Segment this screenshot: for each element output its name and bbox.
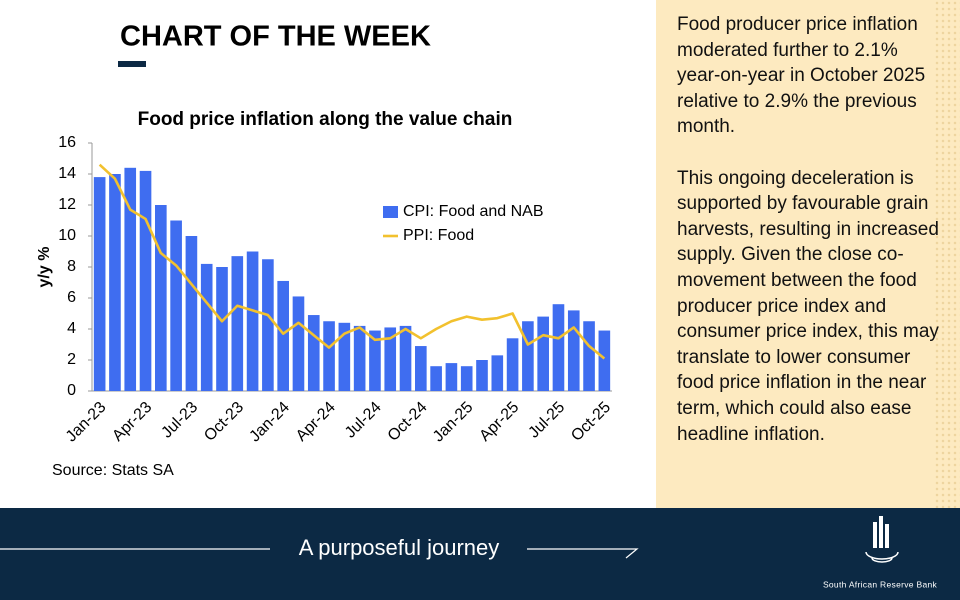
bar — [537, 316, 549, 391]
bar — [522, 321, 534, 391]
title-underline — [118, 61, 146, 67]
x-tick-label: Jul-23 — [158, 399, 201, 442]
y-tick-label: 14 — [58, 165, 76, 182]
commentary-panel: Food producer price inflation moderated … — [656, 0, 960, 508]
footer: A purposeful journey South African Reser… — [0, 508, 960, 600]
y-tick-label: 10 — [58, 227, 76, 244]
y-axis-label: y/y % — [36, 247, 53, 288]
x-tick-label: Jan-24 — [246, 399, 293, 446]
x-tick-label: Apr-24 — [293, 399, 339, 445]
bar — [369, 330, 381, 391]
bar — [552, 304, 565, 391]
bar — [583, 321, 595, 391]
x-tick-label: Apr-23 — [109, 399, 155, 445]
y-tick-label: 8 — [67, 258, 76, 275]
x-tick-label: Oct-25 — [568, 399, 614, 445]
bar — [139, 170, 152, 391]
x-tick-label: Jul-25 — [525, 399, 568, 442]
tagline: A purposeful journey — [299, 535, 500, 560]
paragraph: This ongoing deceleration is supported b… — [677, 167, 939, 445]
bar — [262, 259, 274, 391]
bar — [216, 267, 228, 391]
bar — [415, 346, 427, 391]
y-tick-label: 12 — [58, 196, 76, 213]
bar — [292, 296, 305, 391]
chart-title: Food price inflation along the value cha… — [138, 109, 513, 130]
logo-text: South African Reserve Bank — [823, 579, 938, 589]
footer-graphic: A purposeful journey South African Reser… — [0, 516, 938, 589]
bar — [307, 315, 320, 391]
y-tick-label: 0 — [67, 382, 76, 399]
legend-label: CPI: Food and NAB — [403, 203, 544, 220]
bar — [185, 236, 198, 391]
bar — [353, 325, 366, 391]
logo — [865, 516, 899, 563]
bar — [598, 330, 611, 391]
bar — [445, 363, 458, 391]
x-tick-label: Apr-25 — [476, 399, 522, 445]
commentary: Food producer price inflation moderated … — [677, 12, 939, 473]
y-tick-label: 2 — [67, 351, 76, 368]
bar — [430, 366, 442, 391]
bar — [277, 280, 289, 391]
bar — [124, 167, 137, 391]
bar — [399, 325, 412, 391]
x-tick-label: Jan-25 — [430, 399, 477, 446]
source: Source: Stats SA — [52, 462, 174, 479]
bar — [323, 321, 335, 391]
y-tick-label: 4 — [67, 320, 76, 337]
tagline-rule — [527, 548, 639, 559]
paragraph: Food producer price inflation moderated … — [677, 14, 926, 138]
bar — [567, 310, 580, 391]
slide-title: CHART OF THE WEEK — [120, 21, 431, 53]
legend-swatch — [383, 206, 398, 218]
bar — [491, 355, 504, 391]
chart: CHART OF THE WEEK Food price inflation a… — [36, 21, 614, 480]
bar — [384, 327, 397, 391]
x-tick-label: Oct-24 — [385, 399, 431, 445]
bar — [231, 256, 244, 391]
x-tick-label: Jul-24 — [342, 399, 385, 442]
bar — [93, 177, 106, 391]
bar — [155, 205, 167, 391]
y-tick-label: 16 — [58, 134, 76, 151]
legend-label: PPI: Food — [403, 227, 474, 244]
bar — [460, 366, 473, 391]
x-tick-label: Oct-23 — [201, 399, 247, 445]
y-tick-label: 6 — [67, 289, 76, 306]
bar — [338, 322, 351, 391]
line — [98, 163, 606, 360]
bar — [170, 220, 182, 391]
bar — [506, 338, 519, 391]
bar — [476, 360, 488, 391]
bar — [109, 174, 121, 391]
bar — [246, 251, 259, 391]
bar — [200, 263, 213, 391]
x-tick-label: Jan-23 — [63, 399, 110, 446]
decoration — [934, 0, 960, 508]
